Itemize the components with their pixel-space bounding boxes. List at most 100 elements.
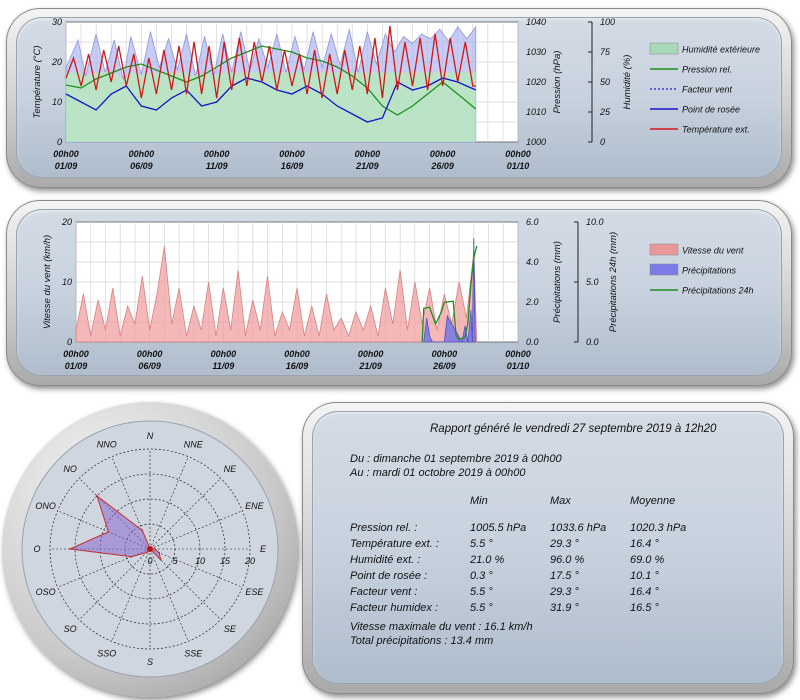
rose-direction-label: NNE bbox=[184, 440, 204, 450]
rose-point bbox=[69, 548, 71, 550]
report-rain-total: Total précipitations : 13.4 mm bbox=[350, 635, 494, 647]
rose-direction-label: NNO bbox=[97, 440, 117, 450]
report-header-min: Min bbox=[470, 495, 488, 507]
x-tick-date: 26/09 bbox=[430, 161, 454, 171]
x-tick-date: 01/09 bbox=[65, 361, 88, 371]
rose-spoke bbox=[111, 548, 151, 642]
legend-label: Facteur vent bbox=[682, 85, 733, 95]
y-axis-label: Température (°C) bbox=[32, 45, 43, 118]
legend-label: Pression rel. bbox=[682, 65, 732, 75]
rose-radius-label: 10 bbox=[195, 556, 205, 566]
rose-direction-label: NO bbox=[63, 464, 77, 474]
report-row-min: 1005.5 hPa bbox=[470, 522, 527, 534]
report-row-label: Facteur humidex : bbox=[350, 602, 439, 614]
y-tick: 0 bbox=[57, 137, 62, 147]
series-line bbox=[65, 77, 477, 123]
report-row-avg: 16.4 ° bbox=[630, 586, 659, 598]
report-wind-max: Vitesse maximale du vent : 16.1 km/h bbox=[350, 621, 533, 633]
rose-radius-label: 5 bbox=[172, 556, 178, 566]
x-tick-date: 11/09 bbox=[206, 161, 228, 171]
x-tick-time: 00h00 bbox=[358, 349, 384, 359]
legend-swatch bbox=[649, 263, 679, 276]
y-tick: 10 bbox=[62, 277, 72, 287]
wind-rose-chart: N NNE NE ENE E ESE SE SSE S SSO SO OSO O ONO NO NNO 0 5 10… bbox=[21, 420, 279, 678]
report-row-label: Facteur vent : bbox=[350, 586, 418, 598]
y2-tick: 1030 bbox=[526, 47, 546, 57]
report-header-avg: Moyenne bbox=[630, 495, 676, 507]
legend-swatch bbox=[649, 243, 679, 256]
report-row-avg: 69.0 % bbox=[630, 554, 665, 566]
y-axis-label: Vitesse du vent (km/h) bbox=[42, 235, 53, 329]
rose-point bbox=[96, 495, 98, 497]
x-tick-date: 01/10 bbox=[507, 161, 530, 171]
x-tick-time: 00h00 bbox=[63, 349, 89, 359]
legend-label: Vitesse du vent bbox=[682, 246, 744, 256]
y3-tick: 0 bbox=[600, 137, 605, 147]
x-tick-time: 00h00 bbox=[279, 149, 305, 159]
y3-tick: 25 bbox=[599, 107, 611, 117]
y2-axis-label: Pression (hPa) bbox=[552, 51, 563, 114]
rose-spoke bbox=[149, 510, 243, 550]
y2-tick: 1010 bbox=[526, 107, 546, 117]
series-area bbox=[423, 237, 476, 344]
report-row-min: 21.0 % bbox=[470, 554, 505, 566]
report-row-max: 17.5 ° bbox=[550, 570, 579, 582]
x-tick-date: 26/09 bbox=[432, 361, 456, 371]
rose-spoke bbox=[149, 548, 189, 642]
report-row-avg: 16.4 ° bbox=[630, 538, 659, 550]
report-panel-inner: Rapport généré le vendredi 27 septembre … bbox=[312, 411, 784, 684]
x-tick-time: 00h00 bbox=[505, 149, 531, 159]
y3-axis-label: Humidité (%) bbox=[622, 55, 633, 110]
wind-rain-chart: 00h00 01/09 00h00 06/09 00h00 11/09 00h00 16/09… bbox=[42, 217, 754, 371]
x-tick-time: 00h00 bbox=[137, 349, 163, 359]
rose-direction-label: NE bbox=[224, 464, 237, 474]
rose-direction-label: OSO bbox=[36, 587, 56, 597]
report-header-max: Max bbox=[550, 495, 571, 507]
weather-chart: 00h00 01/09 00h00 06/09 00h00 11/09 00h00 16/09… bbox=[32, 17, 760, 171]
rose-ring bbox=[74, 473, 226, 625]
report-to: Au : mardi 01 octobre 2019 à 00h00 bbox=[350, 467, 526, 479]
x-tick-date: 11/09 bbox=[212, 361, 234, 371]
report-row-label: Pression rel. : bbox=[350, 522, 418, 534]
y3-tick: 10.0 bbox=[586, 217, 604, 227]
rose-point bbox=[107, 530, 110, 533]
report-row-max: 1033.6 hPa bbox=[550, 522, 607, 534]
legend-label: Température ext. bbox=[682, 125, 750, 135]
x-tick-time: 00h00 bbox=[505, 349, 531, 359]
y-tick: 0 bbox=[67, 337, 72, 347]
legend-label: Point de rosée bbox=[682, 105, 740, 115]
rose-direction-label: SO bbox=[64, 624, 77, 634]
legend-label: Précipitations 24h bbox=[682, 286, 754, 296]
y3-tick: 0.0 bbox=[586, 337, 599, 347]
rose-direction-label: ENE bbox=[245, 501, 265, 511]
y2-tick: 1000 bbox=[526, 137, 546, 147]
humidity-lower-band bbox=[66, 72, 476, 142]
x-tick-time: 00h00 bbox=[355, 149, 381, 159]
x-tick-date: 21/09 bbox=[358, 361, 382, 371]
report-panel: Rapport généré le vendredi 27 septembre … bbox=[302, 402, 794, 694]
x-tick-time: 00h00 bbox=[430, 149, 456, 159]
x-tick-date: 01/10 bbox=[507, 361, 530, 371]
rose-direction-label: SSO bbox=[97, 648, 116, 658]
y2-tick: 6.0 bbox=[526, 217, 539, 227]
legend-label: Humidité extérieure bbox=[682, 45, 760, 55]
x-tick-date: 21/09 bbox=[355, 161, 379, 171]
y-tick: 30 bbox=[52, 17, 62, 27]
rose-spoke bbox=[149, 548, 243, 588]
y2-tick: 2.0 bbox=[525, 297, 539, 307]
rose-spoke bbox=[149, 456, 189, 550]
x-tick-date: 06/09 bbox=[130, 161, 153, 171]
legend-label: Précipitations bbox=[682, 266, 737, 276]
rose-point bbox=[130, 555, 133, 558]
rose-direction-label: S bbox=[147, 657, 153, 667]
y2-tick: 0.0 bbox=[526, 337, 539, 347]
report-row-min: 5.5 ° bbox=[470, 602, 493, 614]
rose-radius-label: 15 bbox=[220, 556, 231, 566]
rose-direction-label: SSE bbox=[184, 648, 203, 658]
report-row-min: 5.5 ° bbox=[470, 538, 493, 550]
series-area bbox=[75, 245, 478, 343]
legend-swatch bbox=[649, 42, 679, 55]
y2-tick: 1020 bbox=[526, 77, 546, 87]
y-tick: 10 bbox=[52, 97, 62, 107]
x-tick-date: 16/09 bbox=[286, 361, 309, 371]
